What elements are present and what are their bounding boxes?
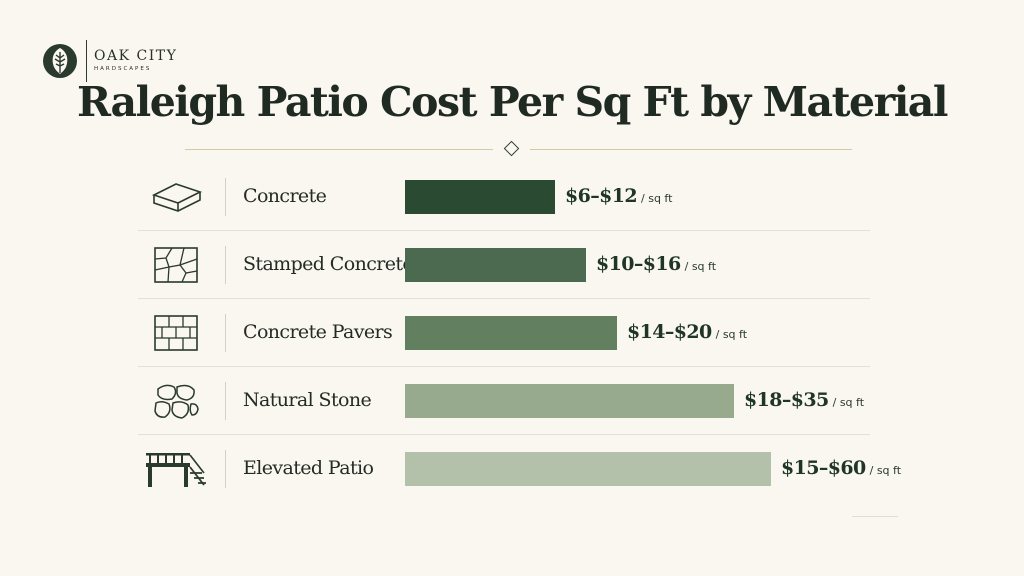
category-label: Stamped Concrete: [243, 253, 414, 275]
value-range: $18–$35: [744, 389, 829, 411]
category-label: Concrete Pavers: [243, 321, 393, 343]
concrete-slab-icon: [151, 183, 203, 212]
chart-row: Elevated Patio $15–$60/ sq ft: [0, 435, 1024, 503]
value-range: $15–$60: [781, 457, 866, 479]
row-separator: [225, 178, 226, 216]
value-range: $10–$16: [596, 253, 681, 275]
data-label: $18–$35/ sq ft: [744, 389, 864, 411]
brand-logo: OAK CITY HARDSCAPES: [42, 40, 177, 82]
chart-row: Concrete $6–$12/ sq ft: [0, 163, 1024, 231]
oak-leaf-circle-icon: [43, 44, 77, 78]
elevated-patio-icon: [146, 453, 206, 487]
chart-row: Natural Stone $18–$35/ sq ft: [0, 367, 1024, 435]
value-unit: / sq ft: [715, 328, 748, 341]
brand-name: OAK CITY: [94, 48, 178, 65]
brand-subtitle: HARDSCAPES: [94, 66, 152, 73]
bar: [405, 180, 555, 214]
value-unit: / sq ft: [832, 396, 865, 409]
category-label: Concrete: [243, 185, 327, 207]
bar: [405, 316, 617, 350]
data-label: $14–$20/ sq ft: [627, 321, 747, 343]
bar: [405, 248, 586, 282]
row-separator: [225, 450, 226, 488]
row-divider: [138, 230, 870, 231]
title-rule-right: [530, 149, 852, 150]
row-separator: [225, 246, 226, 284]
value-unit: / sq ft: [869, 464, 902, 477]
title-rule-left: [185, 149, 493, 150]
row-divider: [138, 298, 870, 299]
stamped-concrete-icon: [154, 247, 198, 283]
bar: [405, 452, 771, 486]
row-divider: [138, 434, 870, 435]
value-unit: / sq ft: [684, 260, 717, 273]
row-divider: [138, 366, 870, 367]
chart-row: Concrete Pavers $14–$20/ sq ft: [0, 299, 1024, 367]
category-label: Elevated Patio: [243, 457, 374, 479]
bar: [405, 384, 734, 418]
category-label: Natural Stone: [243, 389, 372, 411]
chart-row: Stamped Concrete $10–$16/ sq ft: [0, 231, 1024, 299]
row-separator: [225, 382, 226, 420]
logo-divider: [86, 40, 87, 82]
value-range: $14–$20: [627, 321, 712, 343]
value-unit: / sq ft: [641, 192, 673, 205]
data-label: $10–$16/ sq ft: [596, 253, 716, 275]
row-separator: [225, 314, 226, 352]
data-label: $6–$12/ sq ft: [565, 185, 672, 207]
natural-stone-icon: [154, 384, 199, 419]
concrete-pavers-icon: [154, 315, 198, 351]
value-range: $6–$12: [565, 185, 638, 207]
data-label: $15–$60/ sq ft: [781, 457, 901, 479]
footer-rule: [852, 516, 898, 517]
chart-title: Raleigh Patio Cost Per Sq Ft by Material: [77, 78, 948, 126]
